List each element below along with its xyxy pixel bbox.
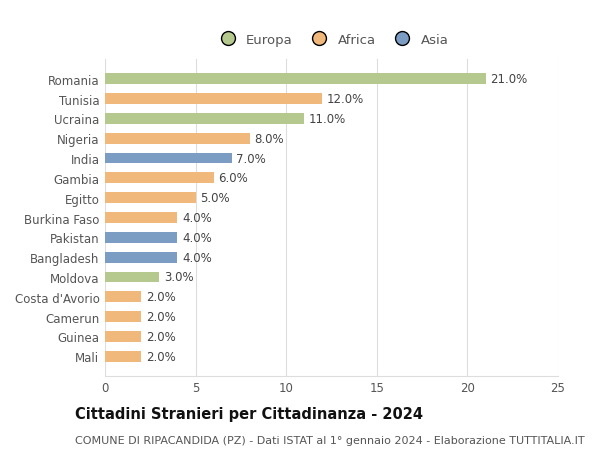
Bar	[105, 193, 196, 204]
Bar	[105, 272, 160, 283]
Text: 21.0%: 21.0%	[490, 73, 527, 86]
Text: 8.0%: 8.0%	[254, 132, 284, 146]
Text: 4.0%: 4.0%	[182, 212, 212, 224]
Bar	[105, 312, 141, 322]
Bar	[105, 153, 232, 164]
Text: 2.0%: 2.0%	[146, 291, 176, 304]
Bar	[105, 94, 322, 105]
Bar	[105, 252, 178, 263]
Text: 3.0%: 3.0%	[164, 271, 194, 284]
Legend: Europa, Africa, Asia: Europa, Africa, Asia	[209, 28, 454, 52]
Text: 2.0%: 2.0%	[146, 350, 176, 363]
Text: 2.0%: 2.0%	[146, 330, 176, 343]
Text: COMUNE DI RIPACANDIDA (PZ) - Dati ISTAT al 1° gennaio 2024 - Elaborazione TUTTIT: COMUNE DI RIPACANDIDA (PZ) - Dati ISTAT …	[75, 435, 584, 445]
Bar	[105, 351, 141, 362]
Text: 4.0%: 4.0%	[182, 251, 212, 264]
Text: 4.0%: 4.0%	[182, 231, 212, 244]
Bar	[105, 213, 178, 224]
Bar	[105, 232, 178, 243]
Bar	[105, 331, 141, 342]
Text: Cittadini Stranieri per Cittadinanza - 2024: Cittadini Stranieri per Cittadinanza - 2…	[75, 406, 423, 421]
Bar	[105, 292, 141, 302]
Text: 2.0%: 2.0%	[146, 310, 176, 324]
Bar	[105, 114, 304, 124]
Bar	[105, 74, 485, 85]
Text: 12.0%: 12.0%	[327, 93, 364, 106]
Text: 5.0%: 5.0%	[200, 192, 230, 205]
Bar	[105, 134, 250, 144]
Text: 7.0%: 7.0%	[236, 152, 266, 165]
Text: 11.0%: 11.0%	[309, 112, 346, 126]
Bar	[105, 173, 214, 184]
Text: 6.0%: 6.0%	[218, 172, 248, 185]
